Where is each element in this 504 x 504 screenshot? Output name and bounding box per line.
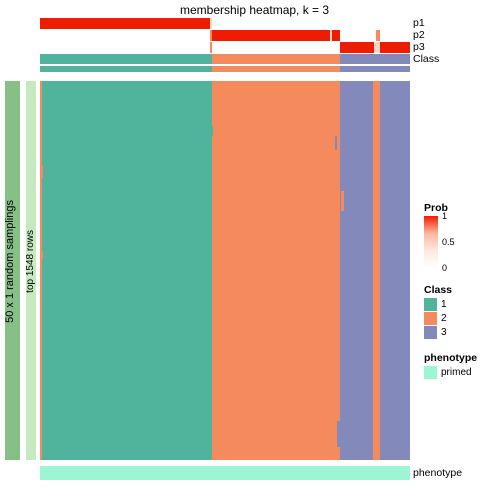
- heat-noise: [211, 126, 213, 136]
- chart-title: membership heatmap, k = 3: [180, 3, 329, 17]
- heat-block: [40, 81, 212, 460]
- heat-noise: [210, 81, 212, 460]
- ann-block: [212, 18, 340, 29]
- ann-block: [212, 54, 340, 64]
- phenotype-row-label: phenotype: [413, 467, 462, 479]
- legend-item: 2: [424, 312, 452, 325]
- legend-swatch: [424, 312, 437, 325]
- grad-tick: 0: [442, 263, 447, 273]
- heat-noise: [335, 136, 337, 150]
- grad-tick: 0.5: [442, 237, 455, 247]
- legend-swatch: [424, 298, 437, 311]
- grad-tick: 1: [442, 211, 447, 221]
- legend-item: 3: [424, 326, 452, 339]
- legend-prob-gradient: 10.50: [424, 216, 438, 268]
- ann-block: [40, 42, 212, 53]
- ann-block: [40, 18, 212, 29]
- ann-label: p2: [413, 29, 425, 41]
- legend-swatch: [424, 366, 437, 379]
- ann-block: [340, 66, 410, 72]
- legend-swatch: [424, 326, 437, 339]
- sampling-label: 50 x 1 random samplings: [4, 200, 16, 323]
- ann-block: [212, 30, 340, 41]
- ann-label: p1: [413, 17, 425, 29]
- heat-noise: [341, 191, 344, 211]
- ann-label: p3: [413, 41, 425, 53]
- ann-label: Class: [413, 53, 439, 65]
- noise: [210, 18, 212, 29]
- ann-row: [40, 30, 410, 41]
- ann-block: [340, 54, 410, 64]
- noise: [376, 30, 380, 41]
- noise: [374, 42, 380, 53]
- legend-class: Class 1 2 3: [424, 284, 452, 340]
- ann-row: [40, 42, 410, 53]
- noise: [210, 30, 212, 41]
- ann-block: [212, 42, 340, 53]
- heat-noise: [40, 81, 42, 460]
- ann-block: [212, 66, 340, 72]
- legend-class-title: Class: [424, 284, 452, 296]
- ann-block: [340, 30, 410, 41]
- ann-row: [40, 18, 410, 29]
- legend-item: primed: [424, 366, 477, 379]
- phenotype-row: [40, 466, 410, 480]
- legend-label: 1: [441, 299, 447, 310]
- legend-label: primed: [441, 367, 472, 378]
- ann-row: [40, 54, 410, 64]
- heat-noise: [373, 81, 380, 460]
- legend-label: 3: [441, 327, 447, 338]
- legend-prob: Prob 10.50: [424, 202, 448, 268]
- heat-noise: [42, 251, 43, 259]
- heat-block: [212, 81, 340, 460]
- ann-block: [40, 54, 212, 64]
- rows-label: top 1548 rows: [25, 230, 36, 293]
- heat-noise: [337, 421, 340, 447]
- heatmap-body: [40, 81, 410, 460]
- ann-block: [40, 30, 212, 41]
- ann-row: [40, 66, 410, 72]
- legend-item: 1: [424, 298, 452, 311]
- ann-block: [340, 18, 410, 29]
- noise: [330, 30, 332, 41]
- legend-label: 2: [441, 313, 447, 324]
- noise: [210, 42, 212, 53]
- heat-noise: [42, 166, 43, 178]
- ann-block: [40, 66, 212, 72]
- legend-phenotype: phenotype primed: [424, 352, 477, 380]
- legend-pheno-title: phenotype: [424, 352, 477, 364]
